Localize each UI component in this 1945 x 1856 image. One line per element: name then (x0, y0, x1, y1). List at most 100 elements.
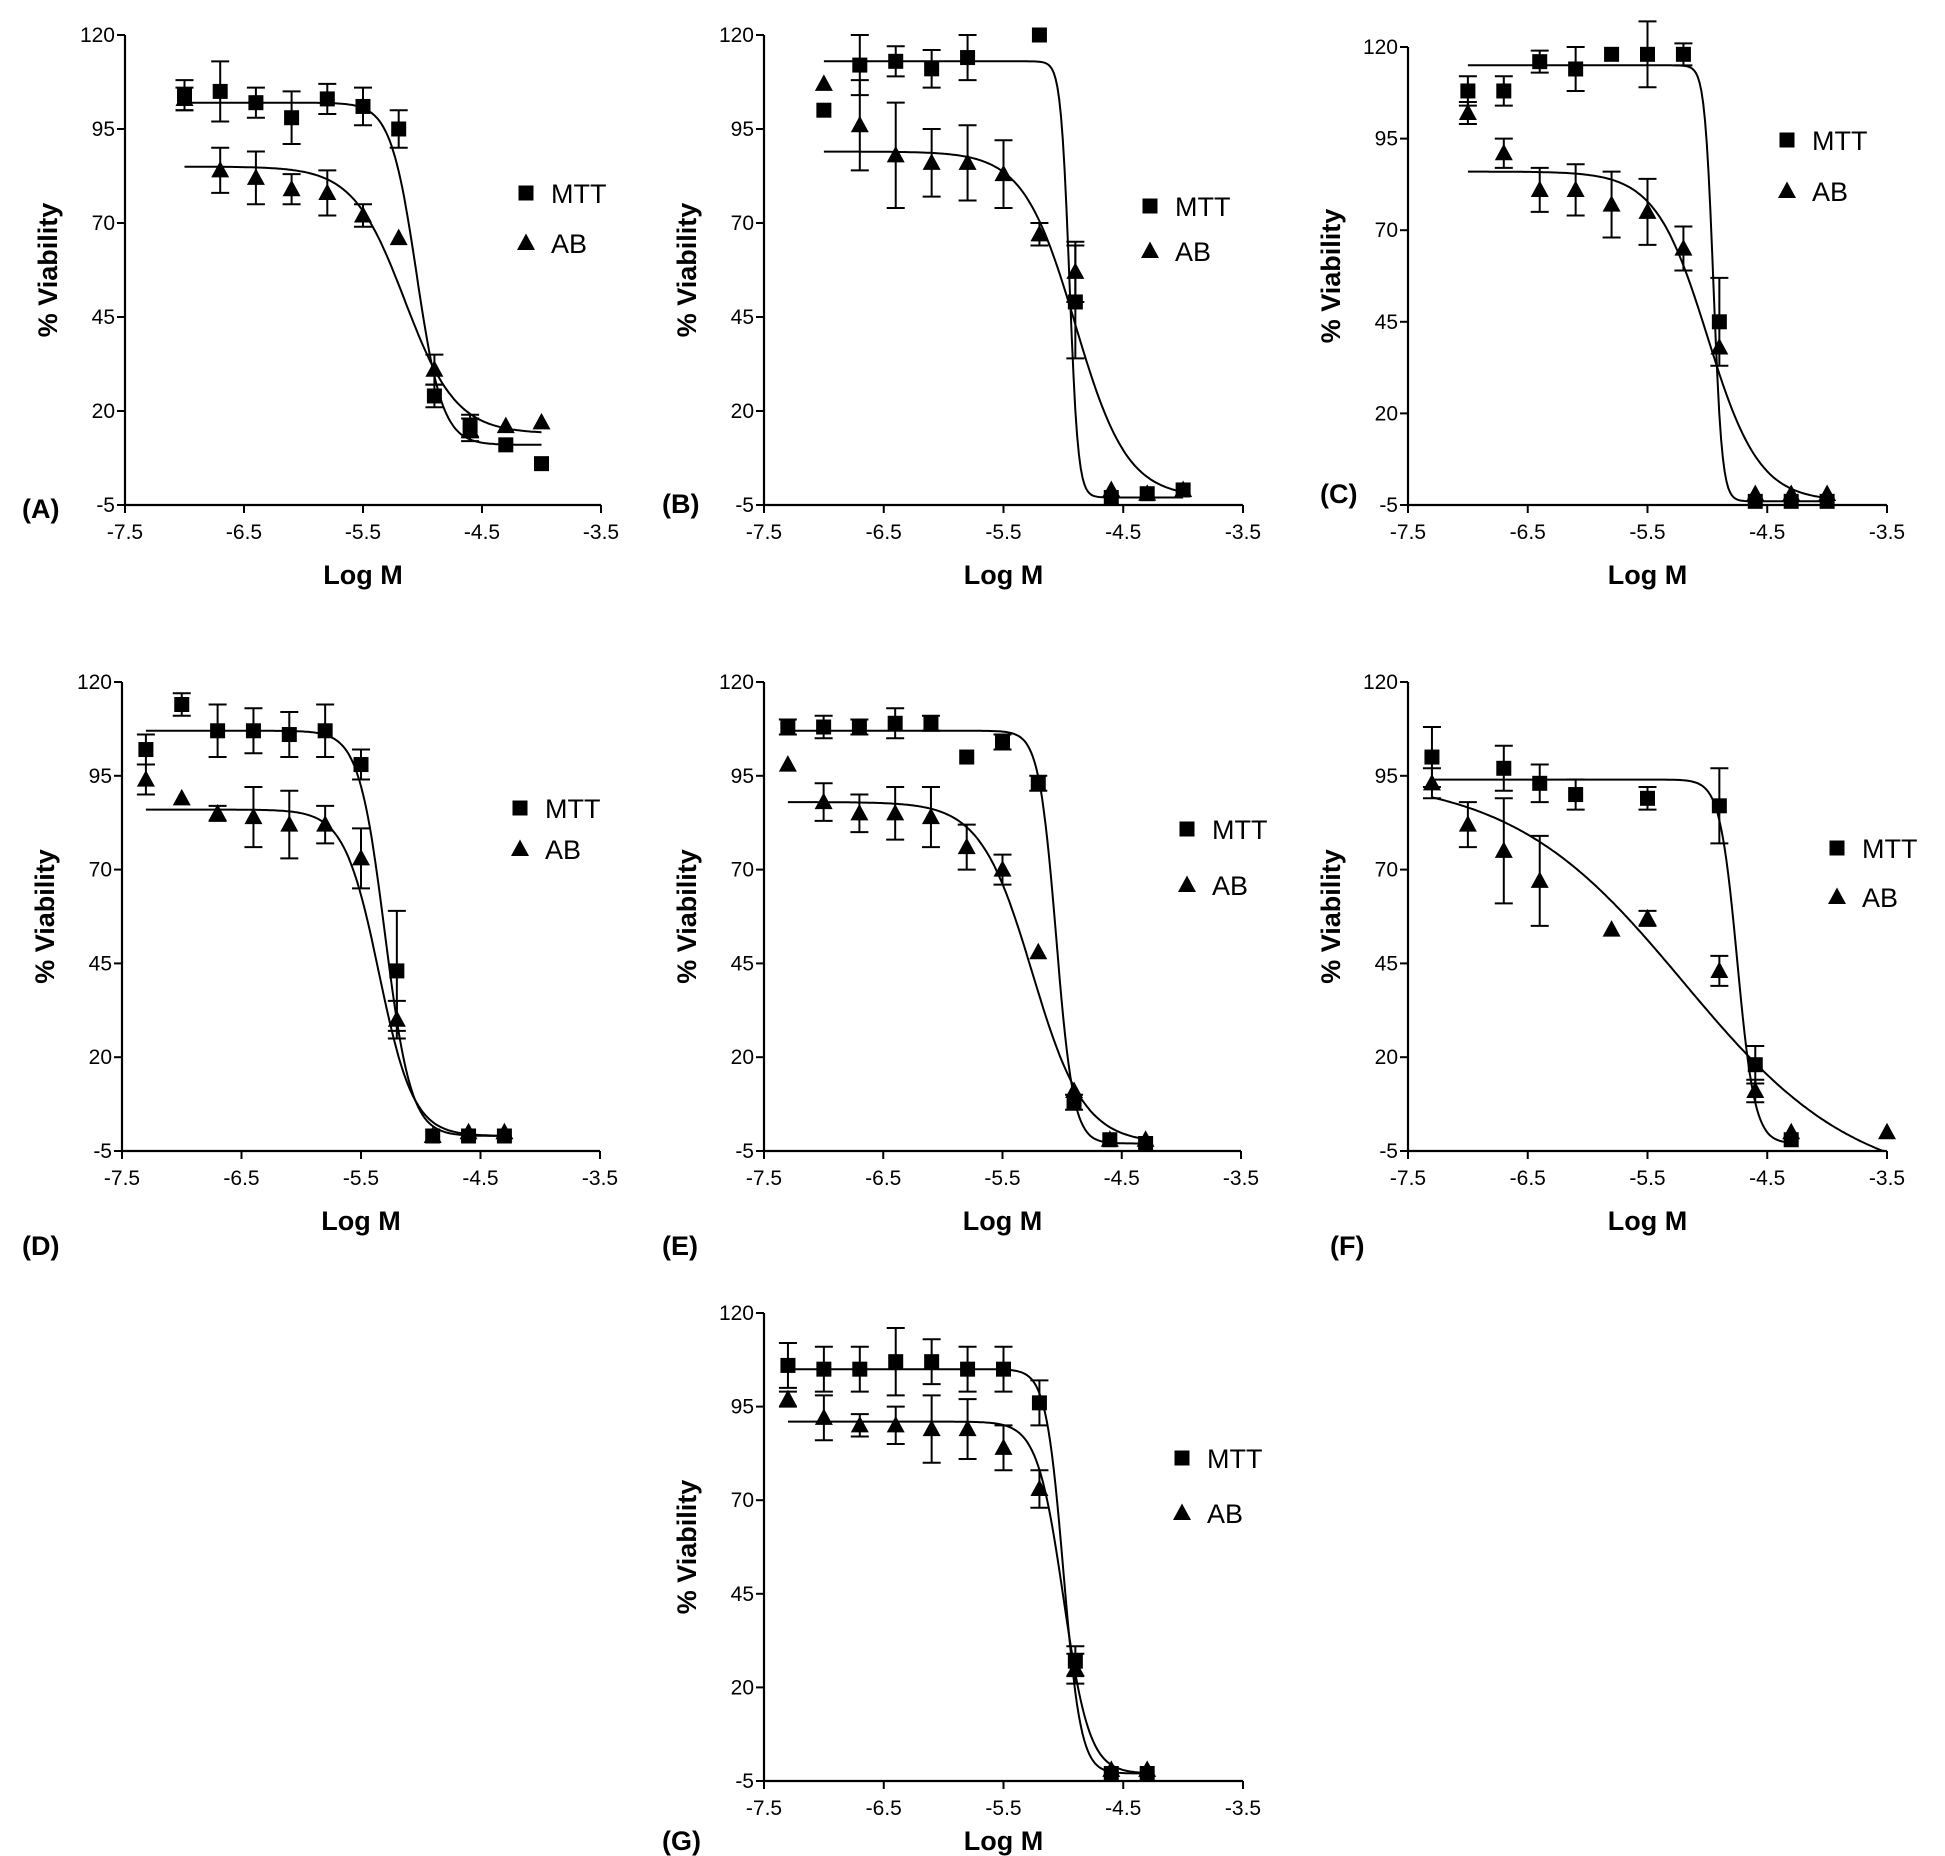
legend-label: AB (551, 229, 587, 259)
y-tick-label: 95 (1375, 128, 1398, 151)
legend-label: AB (1812, 177, 1848, 207)
legend-label: AB (1207, 1499, 1243, 1529)
legend-square-marker (1829, 840, 1845, 856)
data-point (1568, 61, 1584, 77)
y-axis-label: % Viability (1316, 209, 1346, 344)
data-point (993, 860, 1012, 877)
data-point (886, 1415, 905, 1433)
data-point (888, 1354, 904, 1370)
data-point (1878, 1122, 1896, 1140)
data-point (174, 697, 190, 713)
data-point (1138, 484, 1157, 501)
y-tick-label: 20 (92, 400, 115, 423)
x-tick-label: -4.5 (1749, 521, 1785, 544)
data-point (778, 755, 797, 772)
x-tick-label: -3.5 (1225, 1797, 1261, 1820)
panel-label: (F) (1330, 1231, 1364, 1261)
data-point (957, 837, 976, 855)
y-tick-label: 45 (92, 306, 115, 329)
x-tick-label: -7.5 (107, 521, 143, 544)
y-axis-label: % Viability (33, 203, 63, 338)
y-tick-label: -5 (735, 1770, 754, 1793)
data-point (1031, 1395, 1047, 1411)
x-tick-label: -6.5 (865, 1167, 901, 1190)
data-point (1424, 749, 1440, 765)
x-tick-label: -7.5 (1390, 521, 1426, 544)
data-point (1136, 1130, 1155, 1147)
y-tick-label: 20 (731, 1046, 754, 1069)
legend-label: AB (1212, 871, 1248, 901)
legend-square-marker (512, 800, 528, 816)
data-point (175, 89, 194, 106)
chart-panel-b: -5 20 45 70 95 120 -7.5 -6.5 -5.5 -4.5 -3.5 Log M % … (662, 24, 1261, 590)
chart-panel-d: -5 20 45 70 95 120 -7.5 -6.5 -5.5 -4.5 -3.5 Log M % … (22, 671, 618, 1261)
data-point (495, 1122, 514, 1140)
fit-curve (145, 808, 505, 1137)
data-point (1066, 262, 1085, 279)
data-point (1710, 337, 1729, 355)
series-ab (1458, 100, 1837, 502)
y-axis-label: % Viability (672, 849, 702, 984)
data-point (1782, 484, 1801, 502)
y-tick-label: 95 (731, 765, 754, 788)
data-point (814, 792, 833, 810)
x-tick-label: -5.5 (984, 1167, 1020, 1190)
data-point (1458, 103, 1477, 121)
data-point (1602, 920, 1621, 937)
data-point (780, 1357, 796, 1373)
x-tick-label: -4.5 (462, 1167, 498, 1190)
x-tick-label: -3.5 (583, 521, 619, 544)
data-point (423, 1126, 442, 1144)
data-point (212, 83, 228, 99)
data-point (959, 749, 975, 765)
fit-curve (184, 101, 542, 446)
chart-panel-f: -5 20 45 70 95 120 -7.5 -6.5 -5.5 -4.5 -3.5 Log M % … (1316, 671, 1917, 1261)
x-tick-label: -5.5 (343, 1167, 379, 1190)
series-ab (814, 74, 1193, 501)
y-tick-label: -5 (735, 494, 754, 517)
y-tick-label: 45 (731, 306, 754, 329)
data-point (1066, 1094, 1082, 1110)
x-tick-label: -6.5 (1510, 1167, 1546, 1190)
data-point (1030, 1479, 1049, 1497)
data-point (172, 788, 191, 806)
data-point (1460, 83, 1476, 99)
data-point (352, 848, 370, 866)
x-tick-label: -5.5 (985, 521, 1021, 544)
data-point (922, 1419, 941, 1437)
data-point (387, 1010, 406, 1027)
legend-label: AB (1862, 883, 1898, 913)
x-tick-label: -3.5 (1869, 1167, 1905, 1190)
y-tick-label: 120 (719, 1302, 754, 1325)
legend-label: MTT (1207, 1444, 1262, 1474)
x-tick-label: -3.5 (582, 1167, 618, 1190)
data-point (816, 102, 832, 118)
legend-triangle-marker (1173, 1503, 1191, 1521)
data-point (1494, 841, 1513, 858)
y-tick-label: 70 (1375, 219, 1398, 242)
x-tick-label: -6.5 (866, 521, 902, 544)
x-tick-label: -5.5 (985, 1797, 1021, 1820)
data-point (1422, 773, 1441, 791)
series-ab (175, 86, 551, 443)
data-point (1174, 480, 1193, 498)
data-point (1711, 798, 1727, 814)
y-tick-label: 120 (719, 24, 754, 47)
data-point (496, 416, 515, 434)
x-axis-label: Log M (321, 1206, 400, 1236)
data-point (1530, 180, 1549, 197)
legend-triangle-marker (1178, 875, 1196, 893)
data-point (1675, 46, 1691, 62)
data-point (850, 803, 869, 821)
x-axis-label: Log M (323, 560, 402, 590)
data-point (850, 115, 869, 133)
data-point (281, 727, 297, 743)
chart-panel-e: -5 20 45 70 95 120 -7.5 -6.5 -5.5 -4.5 -3.5 Log M % … (662, 671, 1267, 1261)
series-mtt (1422, 726, 1799, 1148)
data-point (498, 437, 514, 453)
data-point (994, 164, 1013, 182)
y-tick-label: 70 (731, 859, 754, 882)
legend-label: AB (1175, 237, 1211, 267)
data-point (534, 456, 549, 472)
data-point (1532, 54, 1548, 70)
